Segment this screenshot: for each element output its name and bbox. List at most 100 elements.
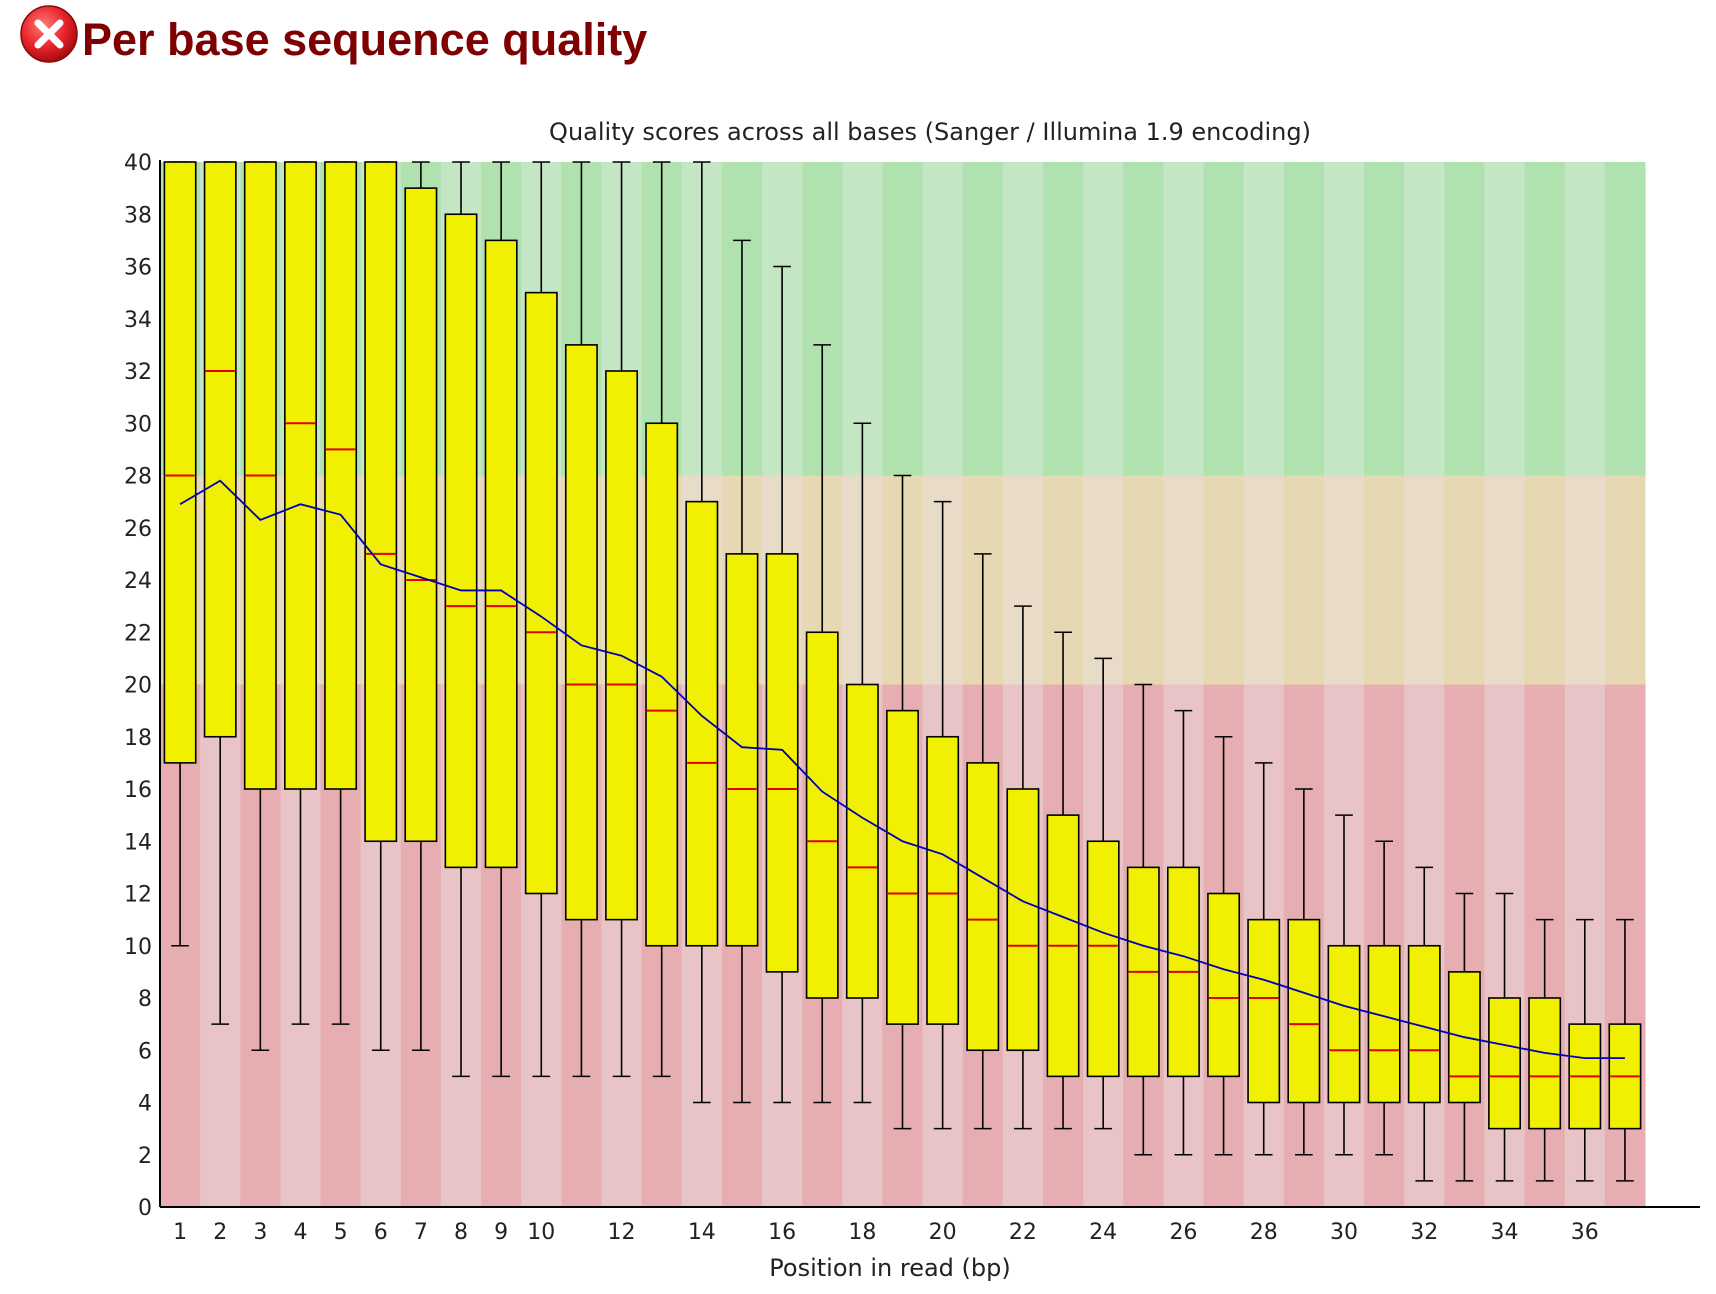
box-2 — [203, 161, 237, 738]
box-34 — [1488, 997, 1521, 1130]
band-0-col-37 — [1604, 162, 1646, 476]
x-tick-label-30: 30 — [1330, 1220, 1358, 1245]
x-tick-label-1: 1 — [173, 1220, 187, 1245]
y-tick-label-28: 28 — [124, 465, 152, 490]
y-tick-label-16: 16 — [124, 778, 152, 803]
band-0-col-27 — [1203, 162, 1245, 476]
box-8 — [444, 213, 478, 869]
band-0-col-25 — [1123, 162, 1164, 476]
x-tick-label-20: 20 — [929, 1220, 957, 1245]
band-0-col-35 — [1524, 162, 1566, 476]
boxes — [163, 161, 1642, 1130]
band-0-col-28 — [1243, 162, 1285, 476]
band-0-col-33 — [1444, 162, 1485, 476]
medians — [165, 370, 1640, 1078]
x-tick-label-5: 5 — [334, 1220, 348, 1245]
box-28 — [1247, 918, 1281, 1104]
band-0-col-20 — [922, 162, 964, 476]
y-tick-label-40: 40 — [124, 151, 152, 176]
band-1-col-34 — [1484, 475, 1526, 685]
x-tick-label-36: 36 — [1571, 1220, 1599, 1245]
band-0-col-24 — [1083, 162, 1124, 476]
band-1-col-25 — [1123, 475, 1164, 685]
band-0-col-22 — [1002, 162, 1044, 476]
x-axis-label: Position in read (bp) — [769, 1254, 1010, 1282]
y-tick-label-20: 20 — [124, 674, 152, 699]
band-1-col-36 — [1564, 475, 1606, 685]
box-35 — [1528, 997, 1562, 1130]
mean-line — [179, 479, 1625, 1059]
x-tick-label-9: 9 — [494, 1220, 508, 1245]
band-1-col-29 — [1283, 475, 1325, 685]
x-tick-label-2: 2 — [213, 1220, 227, 1245]
x-tick-label-8: 8 — [454, 1220, 468, 1245]
y-tick-label-2: 2 — [138, 1144, 152, 1169]
box-31 — [1367, 944, 1401, 1104]
error-icon — [18, 3, 80, 65]
y-tick-label-30: 30 — [124, 412, 152, 437]
y-tick-label-36: 36 — [124, 256, 152, 281]
band-1-col-35 — [1524, 475, 1566, 685]
axes — [159, 160, 1700, 1208]
x-tick-label-34: 34 — [1491, 1220, 1519, 1245]
x-tick-label-14: 14 — [688, 1220, 716, 1245]
y-tick-label-32: 32 — [124, 360, 152, 385]
band-0-col-34 — [1484, 162, 1526, 476]
band-1-col-28 — [1243, 475, 1285, 685]
band-1-col-24 — [1083, 475, 1124, 685]
band-1-col-33 — [1444, 475, 1485, 685]
band-0-col-29 — [1283, 162, 1325, 476]
box-29 — [1287, 918, 1321, 1104]
band-1-col-37 — [1604, 475, 1646, 685]
box-10 — [524, 291, 558, 895]
y-tick-label-0: 0 — [138, 1196, 152, 1221]
y-tick-label-22: 22 — [124, 621, 152, 646]
band-0-col-31 — [1364, 162, 1405, 476]
x-tick-label-32: 32 — [1410, 1220, 1438, 1245]
chart-title: Quality scores across all bases (Sanger … — [549, 118, 1311, 146]
box-19 — [886, 709, 919, 1025]
y-tick-label-26: 26 — [124, 517, 152, 542]
band-1-col-31 — [1364, 475, 1405, 685]
x-tick-label-7: 7 — [414, 1220, 428, 1245]
y-tick-label-34: 34 — [124, 308, 152, 333]
box-12 — [605, 370, 639, 921]
box-7 — [404, 187, 438, 843]
box-27 — [1207, 892, 1241, 1078]
y-tick-label-4: 4 — [138, 1092, 152, 1117]
x-tick-label-18: 18 — [848, 1220, 876, 1245]
band-0-col-23 — [1042, 162, 1084, 476]
report-header: Per base sequence quality — [18, 4, 647, 66]
box-17 — [805, 631, 839, 999]
band-0-col-30 — [1323, 162, 1365, 476]
x-tick-label-26: 26 — [1169, 1220, 1197, 1245]
box-13 — [645, 422, 679, 947]
x-tick-label-6: 6 — [374, 1220, 388, 1245]
x-tick-label-28: 28 — [1250, 1220, 1278, 1245]
band-0-col-26 — [1163, 162, 1205, 476]
box-5 — [324, 161, 358, 790]
x-tick-label-3: 3 — [253, 1220, 267, 1245]
band-0-col-36 — [1564, 162, 1606, 476]
x-tick-label-10: 10 — [527, 1220, 555, 1245]
box-6 — [364, 161, 398, 843]
band-1-col-27 — [1203, 475, 1245, 685]
mean-line-group — [179, 479, 1625, 1059]
page-title: Per base sequence quality — [82, 14, 648, 65]
box-9 — [484, 239, 518, 869]
y-tick-label-24: 24 — [124, 569, 152, 594]
x-tick-label-16: 16 — [768, 1220, 796, 1245]
y-tick-label-8: 8 — [138, 987, 152, 1012]
box-1 — [163, 161, 197, 764]
x-ticks: 1 2 3 4 5 6 7 8 9 10 12 14 16 18 20 22 24 26 28 30 32 34 36 — [173, 1220, 1599, 1245]
band-0-col-21 — [962, 162, 1004, 476]
box-18 — [845, 683, 879, 999]
box-24 — [1086, 840, 1120, 1078]
y-tick-label-14: 14 — [124, 830, 152, 855]
box-30 — [1327, 944, 1361, 1104]
box-21 — [966, 762, 1000, 1052]
x-tick-label-24: 24 — [1089, 1220, 1117, 1245]
x-tick-label-4: 4 — [293, 1220, 307, 1245]
box-22 — [1006, 788, 1040, 1052]
